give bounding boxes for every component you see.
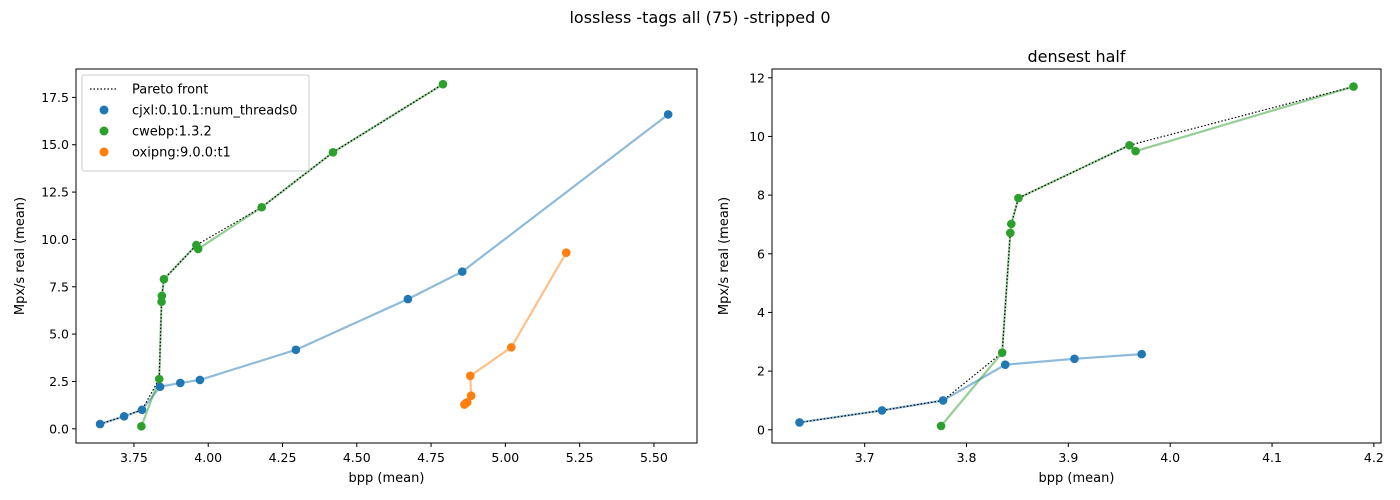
left-x-tick-label: 5.25: [566, 450, 594, 465]
left-x-axis-label: bpp (mean): [349, 471, 425, 486]
left-y-tick-label: 15.0: [41, 137, 69, 152]
legend-cwebp-marker: [99, 126, 109, 136]
left-point-cjxl-0-10-1-num-threads0: [137, 405, 147, 415]
right-point-cwebp-1-3-2: [1125, 140, 1134, 150]
right-point-cwebp-1-3-2: [1014, 193, 1023, 203]
left-x-tick-label: 4.75: [417, 450, 445, 465]
legend-entry-pareto: Pareto front: [132, 83, 208, 98]
left-y-tick-label: 12.5: [41, 185, 69, 200]
left-x-tick-label: 3.75: [120, 450, 148, 465]
right-pareto-front-line: [799, 86, 1354, 424]
left-point-cwebp-1-3-2: [154, 374, 164, 384]
right-point-cwebp-1-3-2: [936, 421, 946, 431]
right-point-cjxl-0-10-1-num-threads0: [1070, 354, 1079, 364]
left-line-oxipng-9-0-0-t1: [463, 252, 568, 406]
right-y-tick-label: 4: [757, 305, 765, 320]
left-y-tick-label: 0.0: [49, 421, 69, 436]
right-y-tick-label: 12: [749, 70, 765, 85]
left-x-tick-label: 4.50: [343, 450, 371, 465]
right-y-tick-label: 6: [757, 246, 765, 261]
left-x-tick-label: 4.00: [194, 450, 222, 465]
legend-box: [81, 74, 310, 172]
left-chart: bpp (mean) Mpx/s real (mean) 3.75 4.00 4.2…: [13, 68, 698, 486]
right-point-cjxl-0-10-1-num-threads0: [877, 406, 887, 415]
left-point-cwebp-1-3-2: [159, 274, 169, 284]
right-point-cwebp-1-3-2: [1349, 82, 1358, 91]
right-y-tick-label: 0: [757, 422, 765, 437]
left-point-oxipng-9-0-0-t1: [466, 391, 476, 400]
left-x-tick-label: 4.25: [269, 450, 297, 465]
right-x-tick-label: 3.7: [855, 450, 875, 465]
left-y-axis-label: Mpx/s real (mean): [13, 197, 28, 315]
left-point-cjxl-0-10-1-num-threads0: [175, 378, 185, 388]
right-point-cwebp-1-3-2: [1007, 219, 1016, 229]
legend: Pareto front cjxl:0.10.1:num_threads0 cw…: [81, 74, 310, 172]
right-point-cjxl-0-10-1-num-threads0: [938, 396, 948, 405]
right-point-cwebp-1-3-2: [1131, 146, 1140, 156]
left-line-cjxl-0-10-1-num-threads0: [99, 113, 669, 426]
left-y-tick-label: 17.5: [41, 90, 69, 105]
left-point-cjxl-0-10-1-num-threads0: [403, 294, 413, 304]
left-y-tick-label: 10.0: [41, 232, 69, 247]
right-y-tick-label: 8: [757, 188, 765, 203]
left-x-tick-label: 5.50: [640, 450, 668, 465]
right-point-cwebp-1-3-2: [997, 348, 1007, 357]
left-point-cjxl-0-10-1-num-threads0: [663, 110, 673, 119]
right-x-tick-label: 4.2: [1364, 450, 1384, 465]
left-y-tick-label: 5.0: [49, 327, 69, 342]
left-point-oxipng-9-0-0-t1: [463, 397, 472, 407]
right-point-cjxl-0-10-1-num-threads0: [795, 418, 804, 427]
left-point-cwebp-1-3-2: [157, 291, 167, 301]
right-point-cwebp-1-3-2: [1006, 228, 1015, 238]
left-point-cwebp-1-3-2: [328, 148, 338, 157]
left-point-cjxl-0-10-1-num-threads0: [119, 411, 129, 421]
figure-suptitle: lossless -tags all (75) -stripped 0: [569, 8, 830, 27]
left-axes-frame: [75, 68, 698, 444]
legend-entry-oxipng: oxipng:9.0.0:t1: [132, 146, 231, 161]
left-point-oxipng-9-0-0-t1: [561, 248, 571, 257]
right-point-cjxl-0-10-1-num-threads0: [1000, 360, 1010, 369]
right-point-cjxl-0-10-1-num-threads0: [1137, 349, 1146, 359]
left-x-tick-label: 5.00: [491, 450, 519, 465]
right-line-cjxl-0-10-1-num-threads0: [799, 353, 1142, 424]
right-chart-title: densest half: [1027, 47, 1125, 66]
left-point-oxipng-9-0-0-t1: [465, 371, 475, 381]
legend-cjxl-marker: [99, 105, 109, 115]
left-point-cwebp-1-3-2: [193, 244, 203, 254]
right-x-tick-label: 4.1: [1262, 450, 1282, 465]
right-y-axis-label: Mpx/s real (mean): [717, 197, 732, 315]
left-y-tick-label: 7.5: [49, 279, 69, 294]
right-x-tick-label: 3.8: [957, 450, 977, 465]
left-point-cwebp-1-3-2: [257, 202, 267, 212]
right-y-tick-label: 10: [749, 129, 765, 144]
right-chart: densest half bpp (mean) Mpx/s real (mean…: [717, 47, 1384, 486]
right-axes-frame: [771, 68, 1382, 444]
right-x-tick-label: 4.0: [1160, 450, 1180, 465]
legend-oxipng-marker: [99, 147, 109, 157]
left-point-cwebp-1-3-2: [137, 422, 146, 431]
legend-entry-cwebp: cwebp:1.3.2: [132, 125, 212, 140]
left-point-cjxl-0-10-1-num-threads0: [95, 419, 105, 429]
left-point-cjxl-0-10-1-num-threads0: [457, 267, 467, 276]
left-point-oxipng-9-0-0-t1: [506, 343, 516, 352]
left-point-cjxl-0-10-1-num-threads0: [291, 345, 301, 355]
right-y-tick-label: 2: [757, 364, 765, 379]
left-point-cwebp-1-3-2: [438, 79, 448, 89]
left-point-cjxl-0-10-1-num-threads0: [155, 382, 165, 392]
left-y-tick-label: 2.5: [49, 374, 69, 389]
right-line-cwebp-1-3-2: [940, 85, 1354, 427]
right-x-tick-label: 3.9: [1058, 450, 1078, 465]
legend-entry-cjxl: cjxl:0.10.1:num_threads0: [132, 104, 297, 119]
right-x-axis-label: bpp (mean): [1039, 471, 1115, 486]
left-point-cjxl-0-10-1-num-threads0: [195, 375, 205, 385]
